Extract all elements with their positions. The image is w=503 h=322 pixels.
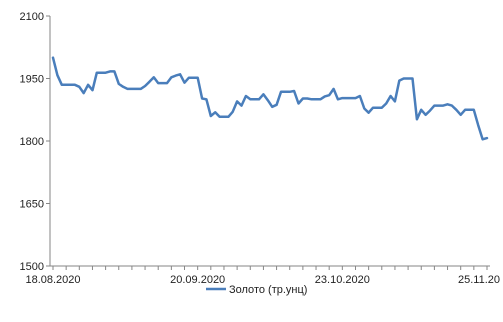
series-line — [51, 56, 489, 141]
y-tick-label: 2100 — [20, 11, 44, 23]
y-tick-label: 1500 — [20, 261, 44, 273]
x-tick-label: 18.08.2020 — [25, 274, 80, 286]
legend-label: Золото (тр.унц) — [229, 284, 307, 296]
y-tick-label: 1650 — [20, 199, 44, 211]
y-tick-label: 1800 — [20, 136, 44, 148]
y-tick-label: 1950 — [20, 74, 44, 86]
x-tick-label: 20.09.2020 — [170, 274, 225, 286]
x-tick-label: 25.11.20 — [458, 274, 500, 286]
x-axis: 18.08.2020 20.09.2020 23.10.2020 25.11.20 — [25, 265, 500, 286]
x-tick-label: 23.10.2020 — [315, 274, 370, 286]
y-axis: 2100 1950 1800 1650 1500 — [20, 11, 51, 273]
series-layer — [51, 56, 489, 141]
legend: Золото (тр.унц) — [206, 284, 307, 296]
